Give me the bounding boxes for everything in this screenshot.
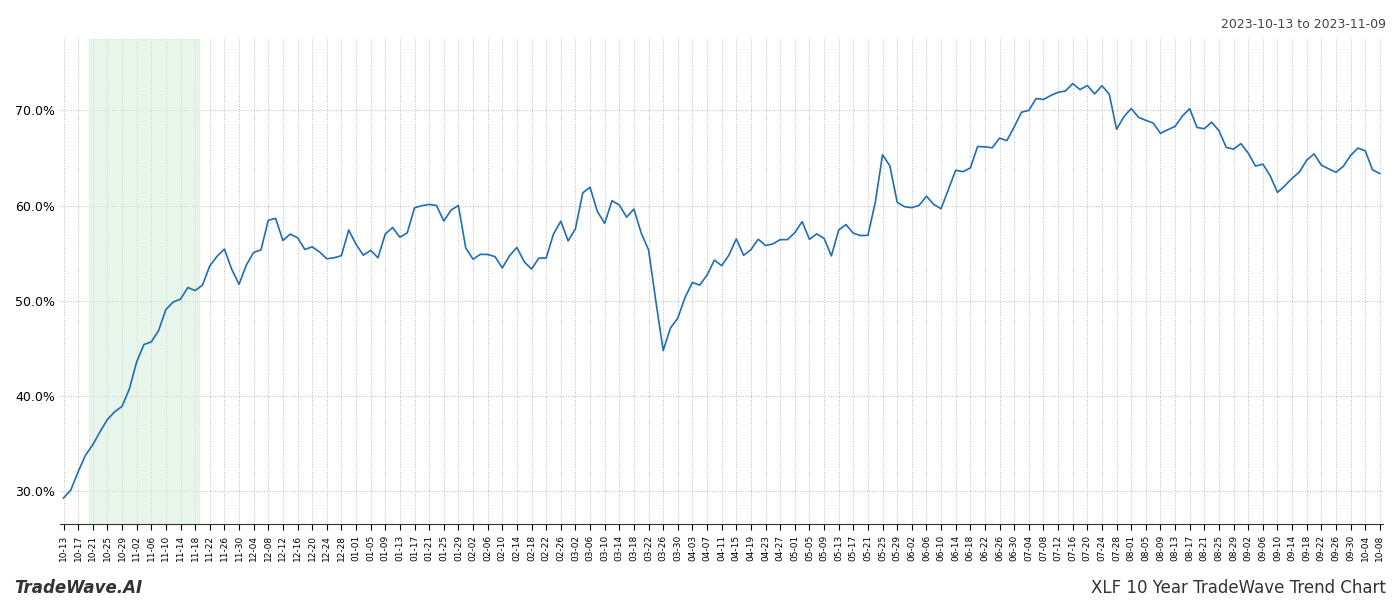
- Text: 2023-10-13 to 2023-11-09: 2023-10-13 to 2023-11-09: [1221, 18, 1386, 31]
- Text: XLF 10 Year TradeWave Trend Chart: XLF 10 Year TradeWave Trend Chart: [1091, 579, 1386, 597]
- Text: TradeWave.AI: TradeWave.AI: [14, 579, 143, 597]
- Bar: [90, 39, 199, 524]
